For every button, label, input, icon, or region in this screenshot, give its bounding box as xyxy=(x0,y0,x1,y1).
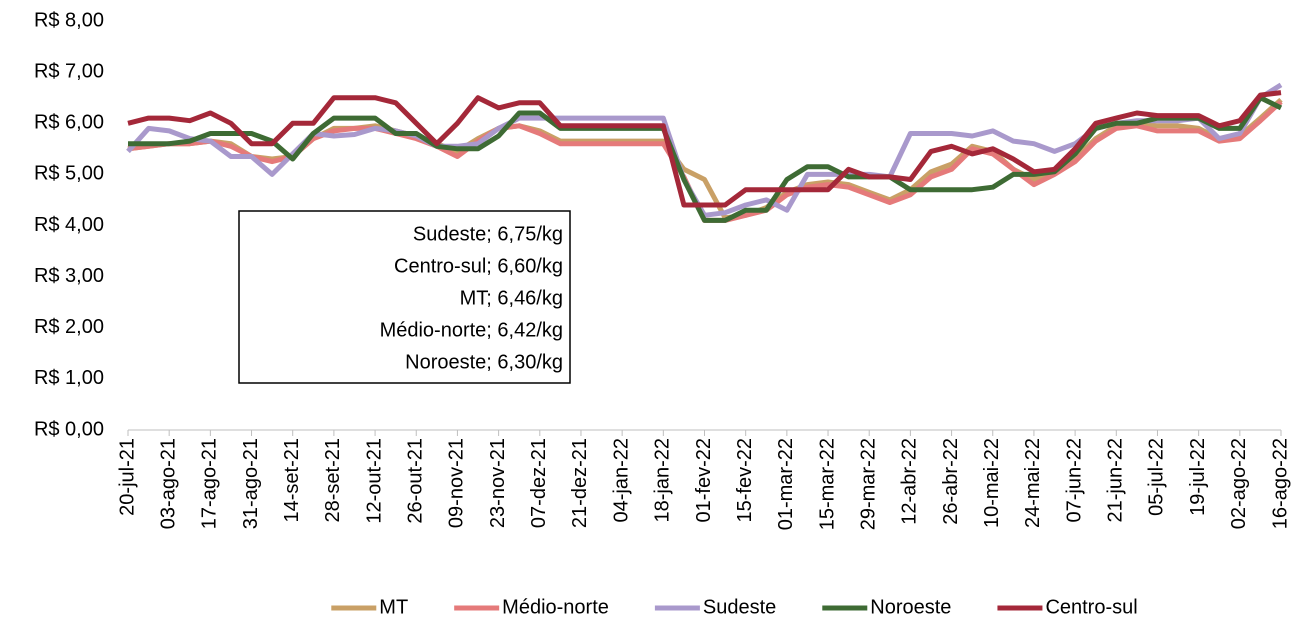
x-tick-label: 01-fev-22 xyxy=(693,438,715,523)
x-tick-label: 09-nov-21 xyxy=(446,438,468,528)
x-tick-label: 19-jul-22 xyxy=(1187,438,1209,516)
legend-label: Sudeste xyxy=(703,596,776,618)
series-line xyxy=(128,95,1283,223)
y-tick-label: R$ 7,00 xyxy=(34,60,104,82)
series-line xyxy=(127,90,1282,208)
x-tick-label: 26-abr-22 xyxy=(940,438,962,525)
x-tick-label: 17-ago-21 xyxy=(199,438,221,529)
x-tick-label: 23-nov-21 xyxy=(487,438,509,528)
annotation: MT; 6,46/kg xyxy=(460,287,563,309)
x-tick-label: 15-mar-22 xyxy=(816,438,838,530)
x-tick-label: 16-ago-22 xyxy=(1269,438,1291,529)
x-tick-label: 31-ago-21 xyxy=(240,438,262,529)
annotation: Sudeste; 6,75/kg xyxy=(413,223,563,245)
x-tick-label: 20-jul-21 xyxy=(116,438,138,516)
y-tick-label: R$ 3,00 xyxy=(34,265,104,287)
x-tick-label: 12-abr-22 xyxy=(899,438,921,525)
annotation: Noroeste; 6,30/kg xyxy=(405,351,563,373)
x-tick-label: 01-mar-22 xyxy=(775,438,797,530)
y-tick-label: R$ 1,00 xyxy=(34,367,104,389)
x-tick-label: 15-fev-22 xyxy=(734,438,756,523)
x-tick-label: 02-ago-22 xyxy=(1228,438,1250,529)
x-tick-label: 07-jun-22 xyxy=(1063,438,1085,523)
y-tick-label: R$ 0,00 xyxy=(34,418,104,440)
annotation-box xyxy=(238,210,571,384)
x-tick-label: 05-jul-22 xyxy=(1146,438,1168,516)
legend-label: Médio-norte xyxy=(502,596,609,618)
legend-label: Centro-sul xyxy=(1045,596,1137,618)
annotation: Médio-norte; 6,42/kg xyxy=(380,319,563,341)
x-tick-label: 07-dez-21 xyxy=(528,438,550,528)
x-tick-label: 21-dez-21 xyxy=(569,438,591,528)
x-tick-label: 29-mar-22 xyxy=(857,438,879,530)
legend-label: Noroeste xyxy=(870,596,951,618)
legend-label: MT xyxy=(379,596,408,618)
x-tick-label: 21-jun-22 xyxy=(1105,438,1127,523)
x-tick-label: 10-mai-22 xyxy=(981,438,1003,528)
series-line xyxy=(127,97,1283,221)
x-tick-label: 04-jan-22 xyxy=(610,438,632,523)
y-tick-label: R$ 4,00 xyxy=(34,214,104,236)
y-tick-label: R$ 6,00 xyxy=(34,112,104,134)
y-tick-label: R$ 5,00 xyxy=(34,163,104,185)
annotation: Centro-sul; 6,60/kg xyxy=(394,255,563,277)
x-tick-label: 26-out-21 xyxy=(405,438,427,524)
y-tick-label: R$ 8,00 xyxy=(34,9,104,31)
x-tick-label: 14-set-21 xyxy=(281,438,303,523)
x-tick-label: 12-out-21 xyxy=(363,438,385,524)
y-tick-label: R$ 2,00 xyxy=(34,316,104,338)
x-tick-label: 24-mai-22 xyxy=(1022,438,1044,528)
x-tick-label: 28-set-21 xyxy=(322,438,344,523)
x-tick-label: 18-jan-22 xyxy=(652,438,674,523)
x-tick-label: 03-ago-21 xyxy=(157,438,179,529)
